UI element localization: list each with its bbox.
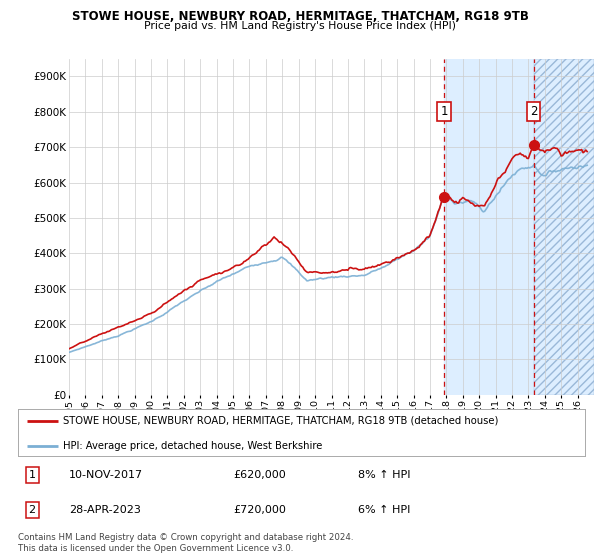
- Bar: [534, 59, 594, 395]
- Text: 1: 1: [440, 105, 448, 118]
- Text: 28-APR-2023: 28-APR-2023: [69, 505, 141, 515]
- Text: STOWE HOUSE, NEWBURY ROAD, HERMITAGE, THATCHAM, RG18 9TB (detached house): STOWE HOUSE, NEWBURY ROAD, HERMITAGE, TH…: [64, 416, 499, 426]
- Bar: [444, 59, 534, 395]
- Text: 10-NOV-2017: 10-NOV-2017: [69, 470, 143, 480]
- Text: 6% ↑ HPI: 6% ↑ HPI: [358, 505, 410, 515]
- Text: £720,000: £720,000: [233, 505, 286, 515]
- Text: STOWE HOUSE, NEWBURY ROAD, HERMITAGE, THATCHAM, RG18 9TB: STOWE HOUSE, NEWBURY ROAD, HERMITAGE, TH…: [71, 10, 529, 23]
- Text: 2: 2: [29, 505, 36, 515]
- Text: £620,000: £620,000: [233, 470, 286, 480]
- Text: 2: 2: [530, 105, 538, 118]
- Text: Contains HM Land Registry data © Crown copyright and database right 2024.
This d: Contains HM Land Registry data © Crown c…: [18, 533, 353, 553]
- Text: Price paid vs. HM Land Registry's House Price Index (HPI): Price paid vs. HM Land Registry's House …: [144, 21, 456, 31]
- Text: HPI: Average price, detached house, West Berkshire: HPI: Average price, detached house, West…: [64, 441, 323, 451]
- Text: 1: 1: [29, 470, 35, 480]
- Text: 8% ↑ HPI: 8% ↑ HPI: [358, 470, 410, 480]
